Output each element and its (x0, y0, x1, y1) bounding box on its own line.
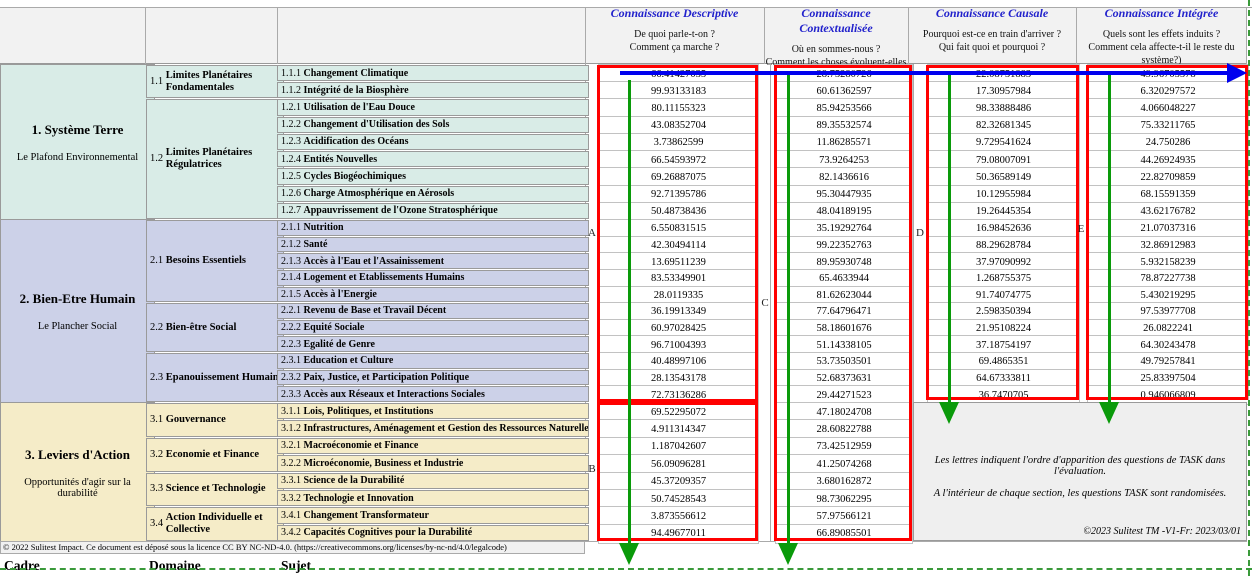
sujet-cell: 1.2.1 Utilisation de l'Eau Douce (277, 99, 589, 116)
red-box-section-A (597, 65, 758, 402)
sujet-cell: 1.1.1 Changement Climatique (277, 65, 589, 82)
knowledge-title: Connaissance Descriptive (610, 6, 739, 20)
sujet-cell: 1.2.5 Cycles Biogéochimiques (277, 168, 589, 185)
header-band (0, 8, 1247, 64)
sujet-cell: 3.3.2 Technologie et Innovation (277, 489, 589, 507)
knowledge-question: Comment ça marche ? (629, 42, 720, 53)
sujet-cell: 2.1.2 Santé (277, 236, 589, 253)
domaine-cell: 2.2 Bien-être Social (146, 303, 284, 353)
domaine-cell: 1.2 Limites Planétaires Régulatrices (146, 99, 284, 219)
domaine-cell: 3.3 Science et Technologie (146, 472, 284, 507)
green-down-arrow-line (628, 80, 631, 543)
red-box-section-B (597, 402, 758, 541)
sujet-cell: 1.1.2 Intégrité de la Biosphère (277, 82, 589, 99)
green-down-arrowhead (619, 543, 639, 565)
sujet-cell: 2.3.1 Education et Culture (277, 353, 589, 369)
sujet-cell: 2.2.2 Equité Sociale (277, 319, 589, 336)
domaine-column-header: Domaine (149, 558, 201, 573)
note-line: Les lettres indiquent l'ordre d'appariti… (934, 455, 1226, 477)
table-divider (913, 64, 914, 541)
sujet-cell: 1.2.3 Acidification des Océans (277, 133, 589, 151)
sujet-cell: 2.1.3 Accès à l'Eau et l'Assainissement (277, 253, 589, 269)
cadre-cell: 1. Système Terre Le Plafond Environnement… (0, 64, 155, 221)
knowledge-question: Pourquoi est-ce en train d'arriver ? (922, 29, 1062, 40)
blue-right-arrowhead (1227, 63, 1247, 83)
header-divider (1076, 8, 1077, 64)
knowledge-question: Qui fait quoi et pourquoi ? (938, 42, 1046, 53)
knowledge-header-integree: Connaissance Intégrée Quels sont les eff… (1076, 0, 1247, 66)
order-letter-A: A (588, 227, 596, 239)
sujet-cell: 2.1.5 Accès à l'Energie (277, 286, 589, 303)
domaine-cell: 3.1 Gouvernance (146, 403, 284, 437)
sujet-cell: 1.2.6 Charge Atmosphérique en Aérosols (277, 185, 589, 202)
green-down-arrowhead (939, 402, 959, 424)
domaine-cell: 3.4 Action Individuelle et Collective (146, 507, 284, 541)
knowledge-question: Quels sont les effets induits ? (1102, 29, 1221, 40)
table-divider (770, 64, 771, 541)
knowledge-question: Comment cela affecte-t-il le reste du sy… (1088, 42, 1235, 66)
domaine-cell: 3.2 Economie et Finance (146, 437, 284, 472)
knowledge-question: Où en sommes-nous ? (791, 44, 881, 55)
sujet-cell: 3.2.1 Macroéconomie et Finance (277, 437, 589, 455)
knowledge-header-contextualisee: Connaissance Contextualisée Où en sommes… (764, 0, 908, 81)
note-copyright: ©2023 Sulitest TM -V1-Fr: 2023/03/01 (1083, 526, 1241, 537)
sujet-cell: 3.2.2 Microéconomie, Business et Industr… (277, 455, 589, 472)
knowledge-question: De quoi parle-t-on ? (634, 29, 715, 40)
order-letter-D: D (916, 227, 924, 239)
green-down-arrowhead (1099, 402, 1119, 424)
note-panel: Les lettres indiquent l'ordre d'appariti… (913, 402, 1247, 541)
sujet-cell: 3.3.1 Science de la Durabilité (277, 472, 589, 489)
green-down-arrowhead (778, 543, 798, 565)
header-divider (764, 8, 765, 64)
cadre-cell: 3. Leviers d'Action Opportunités d'agir s… (0, 402, 155, 543)
sujet-cell: 2.2.3 Egalité de Genre (277, 336, 589, 353)
knowledge-header-descriptive: Connaissance Descriptive De quoi parle-t… (585, 0, 764, 56)
green-down-arrow-line (787, 71, 790, 543)
red-box-section-E (1086, 65, 1248, 400)
domaine-cell: 2.1 Besoins Essentiels (146, 220, 284, 303)
sujet-column-header: Sujet (281, 558, 311, 573)
domaine-cell: 1.1 Limites Planétaires Fondamentales (146, 65, 284, 99)
sujet-cell: 1.2.7 Appauvrissement de l'Ozone Stratos… (277, 202, 589, 219)
order-letter-C: C (761, 297, 769, 309)
page-top-strip (0, 0, 1252, 8)
note-line: A l'intérieur de chaque section, les que… (933, 488, 1227, 499)
green-down-arrow-line (948, 71, 951, 402)
sujet-cell: 3.1.1 Lois, Politiques, et Institutions (277, 403, 589, 420)
knowledge-title: Connaissance Intégrée (1104, 6, 1219, 20)
license-footer: © 2022 Sulitest Impact. Ce document est … (0, 541, 585, 554)
sujet-cell: 3.4.2 Capacités Cognitives pour la Durab… (277, 524, 589, 541)
page-break-line-vertical (1248, 0, 1250, 576)
sujet-cell: 2.1.1 Nutrition (277, 220, 589, 236)
header-divider (145, 8, 146, 64)
blue-right-arrow-line (620, 71, 1227, 75)
domaine-cell: 2.3 Epanouissement Humain (146, 353, 284, 402)
header-divider (277, 8, 278, 64)
order-letter-E: E (1077, 223, 1085, 235)
knowledge-header-causale: Connaissance Causale Pourquoi est-ce en … (908, 0, 1076, 56)
sujet-cell: 2.1.4 Logement et Etablissements Humains (277, 269, 589, 286)
sujet-cell: 2.2.1 Revenu de Base et Travail Décent (277, 303, 589, 319)
header-divider (908, 8, 909, 64)
sujet-cell: 1.2.4 Entités Nouvelles (277, 151, 589, 168)
sujet-cell: 1.2.2 Changement d'Utilisation des Sols (277, 116, 589, 133)
knowledge-title: Connaissance Causale (935, 6, 1049, 20)
red-box-section-D (926, 65, 1079, 400)
red-box-section-C (774, 65, 912, 541)
cadre-column-header: Cadre (4, 558, 40, 573)
order-letter-B: B (588, 463, 596, 475)
sujet-cell: 3.4.1 Changement Transformateur (277, 507, 589, 524)
cadre-cell: 2. Bien-Etre Humain Le Plancher Social (0, 219, 155, 404)
sujet-cell: 2.3.2 Paix, Justice, et Participation Po… (277, 369, 589, 386)
sujet-cell: 2.3.3 Accès aux Réseaux et Interactions … (277, 386, 589, 402)
green-down-arrow-line (1108, 71, 1111, 402)
sujet-cell: 3.1.2 Infrastructures, Aménagement et Ge… (277, 420, 589, 437)
knowledge-title: Connaissance Contextualisée (799, 6, 873, 35)
page-break-line-horizontal (0, 568, 1252, 570)
